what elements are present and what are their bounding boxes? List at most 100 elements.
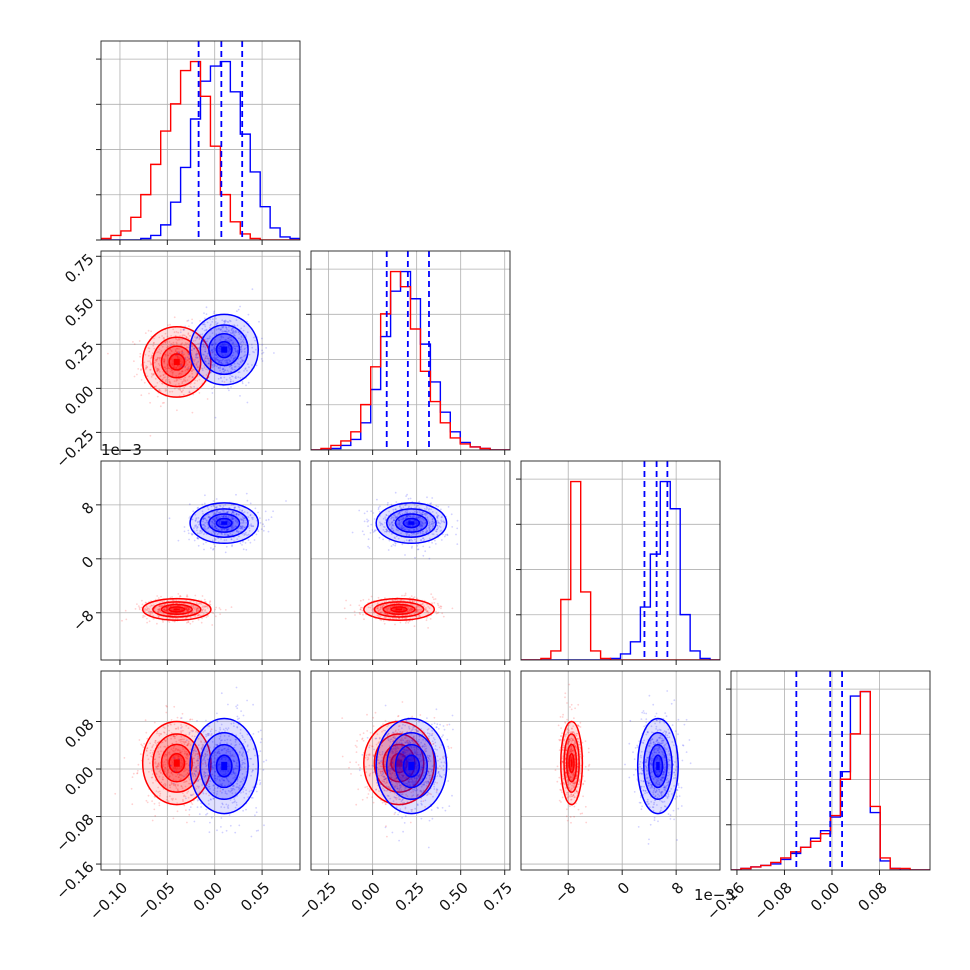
sample-point bbox=[215, 516, 218, 519]
sample-point bbox=[252, 525, 255, 528]
sample-point bbox=[204, 346, 207, 349]
sample-point bbox=[404, 503, 407, 506]
sample-point bbox=[239, 751, 241, 754]
sample-point bbox=[167, 376, 170, 378]
sample-point bbox=[394, 537, 396, 540]
sample-point bbox=[159, 405, 162, 408]
sample-point bbox=[175, 331, 178, 333]
sample-point bbox=[218, 511, 221, 514]
sample-point bbox=[417, 609, 420, 611]
sample-point bbox=[152, 352, 154, 355]
sample-point bbox=[170, 344, 172, 347]
sample-point bbox=[140, 606, 143, 609]
sample-point bbox=[174, 727, 177, 730]
sample-point bbox=[206, 754, 209, 756]
sample-point bbox=[210, 343, 213, 346]
sample-point bbox=[226, 762, 229, 765]
sample-point bbox=[195, 609, 198, 612]
sample-point bbox=[225, 727, 227, 730]
sample-point bbox=[455, 533, 457, 536]
sample-point bbox=[217, 763, 220, 766]
sample-point bbox=[137, 368, 140, 370]
sample-point bbox=[257, 530, 260, 533]
sample-point bbox=[206, 520, 208, 522]
sample-point bbox=[185, 599, 188, 602]
sample-point bbox=[179, 740, 182, 743]
sample-point bbox=[236, 767, 239, 770]
sample-point bbox=[253, 539, 256, 541]
sample-point bbox=[246, 499, 249, 502]
sample-point bbox=[230, 527, 233, 529]
sample-point bbox=[238, 506, 241, 509]
sample-point bbox=[197, 793, 200, 795]
sample-point bbox=[233, 772, 236, 775]
sample-point bbox=[191, 611, 194, 613]
sample-point bbox=[219, 369, 221, 372]
contour-line bbox=[152, 601, 202, 618]
sample-point bbox=[185, 360, 187, 363]
sample-point bbox=[227, 727, 230, 729]
sample-point bbox=[401, 520, 403, 523]
sample-point bbox=[177, 783, 179, 786]
sample-point bbox=[221, 326, 224, 328]
sample-point bbox=[187, 382, 190, 385]
sample-point bbox=[422, 511, 424, 513]
sample-point bbox=[176, 617, 179, 620]
sample-point bbox=[414, 611, 417, 613]
sample-point bbox=[400, 532, 402, 535]
sample-point bbox=[203, 606, 206, 609]
sample-point bbox=[184, 347, 187, 350]
sample-point bbox=[163, 600, 166, 602]
sample-point bbox=[169, 786, 172, 789]
sample-point bbox=[239, 525, 242, 528]
sample-point bbox=[208, 603, 211, 606]
sample-point bbox=[212, 386, 215, 389]
sample-point bbox=[205, 340, 207, 343]
sample-point bbox=[170, 349, 173, 352]
sample-point bbox=[243, 738, 246, 741]
sample-point bbox=[207, 516, 210, 519]
sample-point bbox=[397, 537, 400, 540]
sample-point bbox=[183, 794, 186, 797]
sample-point bbox=[185, 774, 188, 776]
sample-point bbox=[398, 617, 401, 620]
sample-point bbox=[205, 719, 207, 722]
sample-point bbox=[201, 530, 204, 532]
sample-point bbox=[188, 813, 191, 816]
sample-point bbox=[231, 517, 234, 520]
sample-point bbox=[229, 752, 232, 755]
sample-point bbox=[398, 522, 401, 525]
sample-point bbox=[205, 733, 208, 736]
sample-point bbox=[162, 784, 165, 786]
sample-point bbox=[450, 513, 453, 516]
sample-point bbox=[180, 731, 183, 734]
sample-point bbox=[189, 738, 192, 740]
sample-point bbox=[194, 525, 197, 528]
sample-point bbox=[235, 319, 238, 321]
sample-point bbox=[363, 520, 366, 523]
sample-point bbox=[166, 609, 169, 612]
sample-point bbox=[358, 612, 361, 614]
sample-point bbox=[444, 534, 447, 536]
sample-point bbox=[144, 332, 147, 334]
sample-point bbox=[154, 740, 157, 742]
sample-point bbox=[198, 785, 200, 788]
sample-point bbox=[386, 610, 389, 612]
sample-point bbox=[232, 767, 235, 770]
sample-point bbox=[231, 749, 234, 751]
sample-point bbox=[243, 351, 246, 353]
sample-point bbox=[168, 378, 170, 381]
sample-point bbox=[150, 604, 153, 607]
contour-line bbox=[394, 513, 428, 533]
sample-point bbox=[229, 360, 232, 362]
sample-point bbox=[204, 763, 207, 765]
sample-point bbox=[252, 525, 254, 528]
sample-point bbox=[173, 599, 175, 602]
sample-point bbox=[175, 727, 178, 730]
sample-point bbox=[405, 515, 408, 518]
sample-point bbox=[207, 376, 209, 378]
sample-point bbox=[177, 755, 180, 758]
sample-point bbox=[180, 773, 183, 776]
sample-point bbox=[218, 737, 221, 740]
sample-point bbox=[206, 337, 209, 340]
